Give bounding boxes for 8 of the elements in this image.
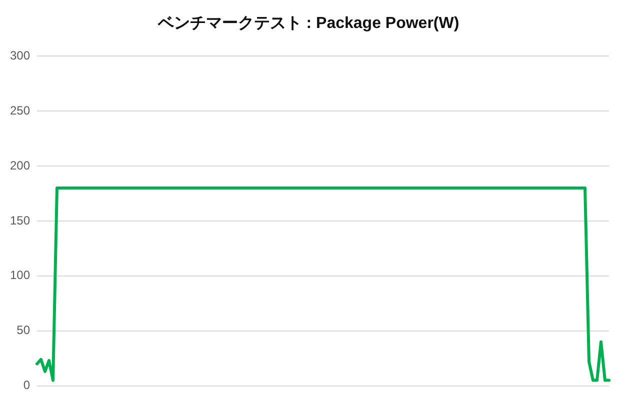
y-tick-label: 0 <box>23 378 30 392</box>
y-tick-label: 150 <box>10 213 30 228</box>
y-tick-label: 250 <box>10 103 30 118</box>
y-tick-label: 300 <box>10 48 30 63</box>
y-tick-label: 50 <box>16 323 30 338</box>
y-tick-label: 100 <box>10 268 30 282</box>
chart-title: ベンチマークテスト : Package Power(W) <box>156 15 460 32</box>
y-tick-label: 200 <box>10 158 30 172</box>
